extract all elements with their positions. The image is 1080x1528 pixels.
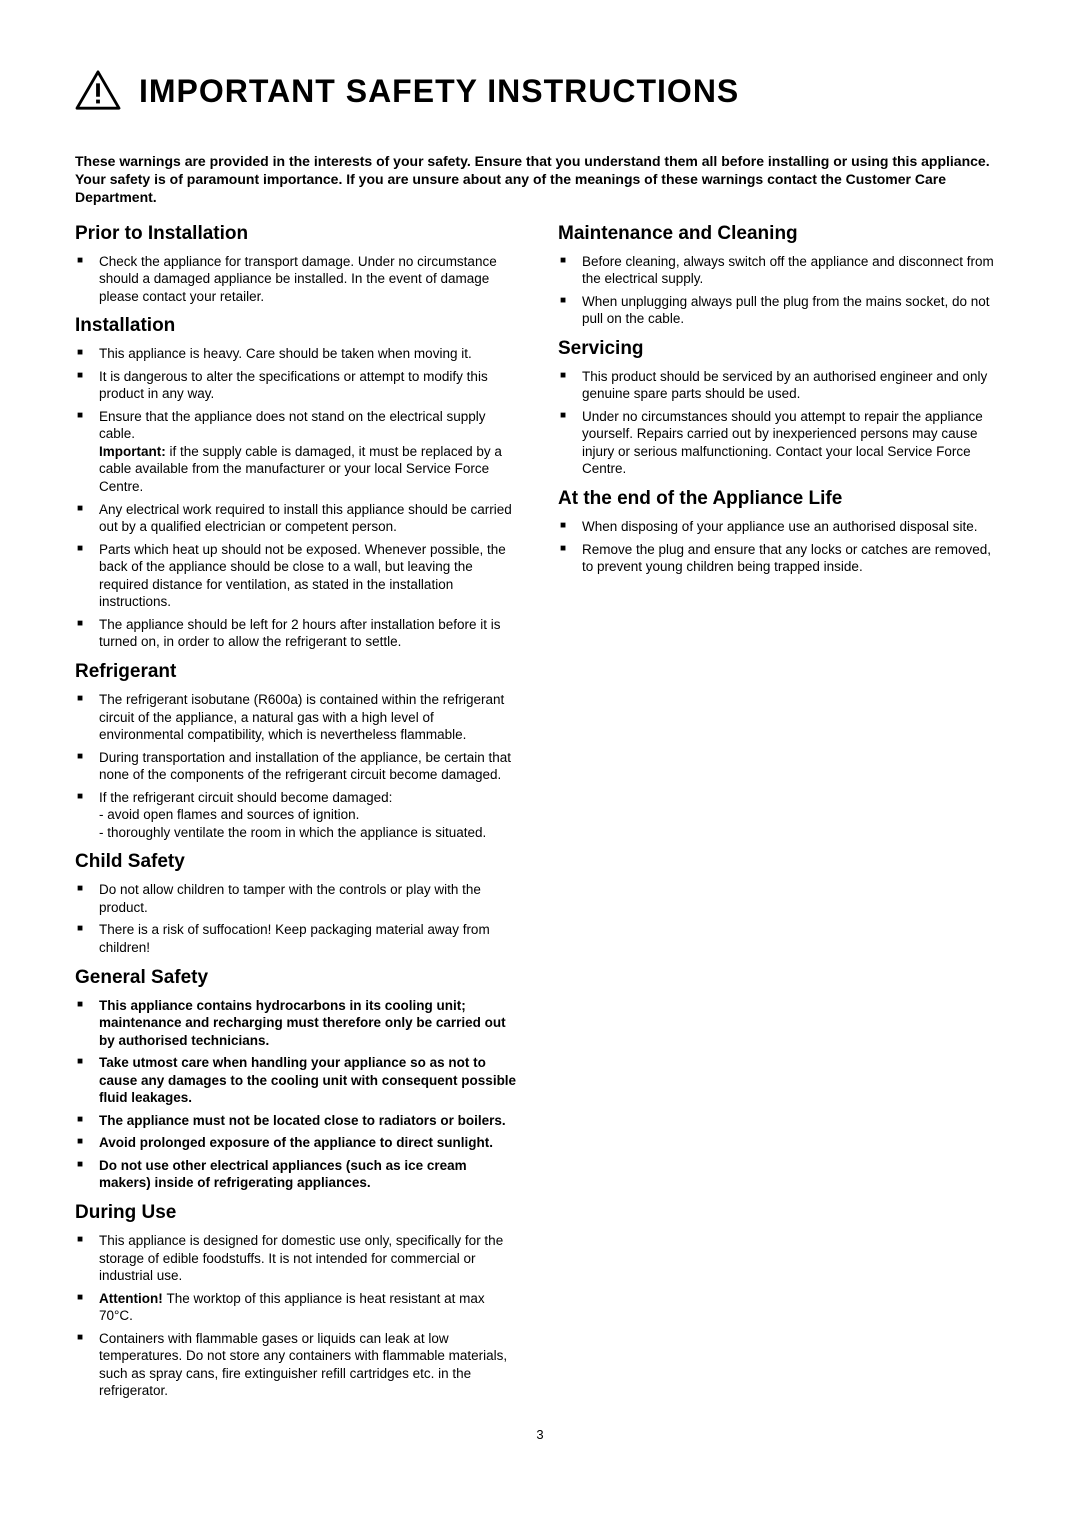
list-item: Check the appliance for transport damage…	[75, 253, 522, 306]
list-item: Parts which heat up should not be expose…	[75, 541, 522, 611]
intro-paragraph: These warnings are provided in the inter…	[75, 152, 1005, 207]
list-item: Do not allow children to tamper with the…	[75, 881, 522, 916]
list-item: Any electrical work required to install …	[75, 501, 522, 536]
list-item: Attention! The worktop of this appliance…	[75, 1290, 522, 1325]
section-general-safety: General Safety	[75, 967, 522, 989]
list-item: The refrigerant isobutane (R600a) is con…	[75, 691, 522, 744]
list-item: During transportation and installation o…	[75, 749, 522, 784]
list-item: Take utmost care when handling your appl…	[75, 1054, 522, 1107]
list-item: Before cleaning, always switch off the a…	[558, 253, 1005, 288]
section-child-safety: Child Safety	[75, 851, 522, 873]
list-item: Ensure that the appliance does not stand…	[75, 408, 522, 496]
section-installation: Installation	[75, 315, 522, 337]
page-number: 3	[75, 1427, 1005, 1442]
content-columns: Prior to Installation Check the applianc…	[75, 223, 1005, 1413]
section-prior-to-installation: Prior to Installation	[75, 223, 522, 245]
list-item: It is dangerous to alter the specificati…	[75, 368, 522, 403]
warning-triangle-icon	[75, 70, 121, 112]
list-item: Do not use other electrical appliances (…	[75, 1157, 522, 1192]
section-maintenance-cleaning: Maintenance and Cleaning	[558, 223, 1005, 245]
list-item: When disposing of your appliance use an …	[558, 518, 1005, 536]
list-item: There is a risk of suffocation! Keep pac…	[75, 921, 522, 956]
list-item: This appliance contains hydrocarbons in …	[75, 997, 522, 1050]
list-item: The appliance must not be located close …	[75, 1112, 522, 1130]
list-item: Under no circumstances should you attemp…	[558, 408, 1005, 478]
list-item: This product should be serviced by an au…	[558, 368, 1005, 403]
page-title: IMPORTANT SAFETY INSTRUCTIONS	[139, 73, 739, 110]
section-during-use: During Use	[75, 1202, 522, 1224]
list-item: The appliance should be left for 2 hours…	[75, 616, 522, 651]
section-servicing: Servicing	[558, 338, 1005, 360]
list-item: Remove the plug and ensure that any lock…	[558, 541, 1005, 576]
section-end-of-life: At the end of the Appliance Life	[558, 488, 1005, 510]
list-item: This appliance is heavy. Care should be …	[75, 345, 522, 363]
list-item: This appliance is designed for domestic …	[75, 1232, 522, 1285]
list-item: When unplugging always pull the plug fro…	[558, 293, 1005, 328]
list-item: If the refrigerant circuit should become…	[75, 789, 522, 842]
list-item: Avoid prolonged exposure of the applianc…	[75, 1134, 522, 1152]
list-item: Containers with flammable gases or liqui…	[75, 1330, 522, 1400]
section-refrigerant: Refrigerant	[75, 661, 522, 683]
page-header: IMPORTANT SAFETY INSTRUCTIONS	[75, 70, 1005, 112]
